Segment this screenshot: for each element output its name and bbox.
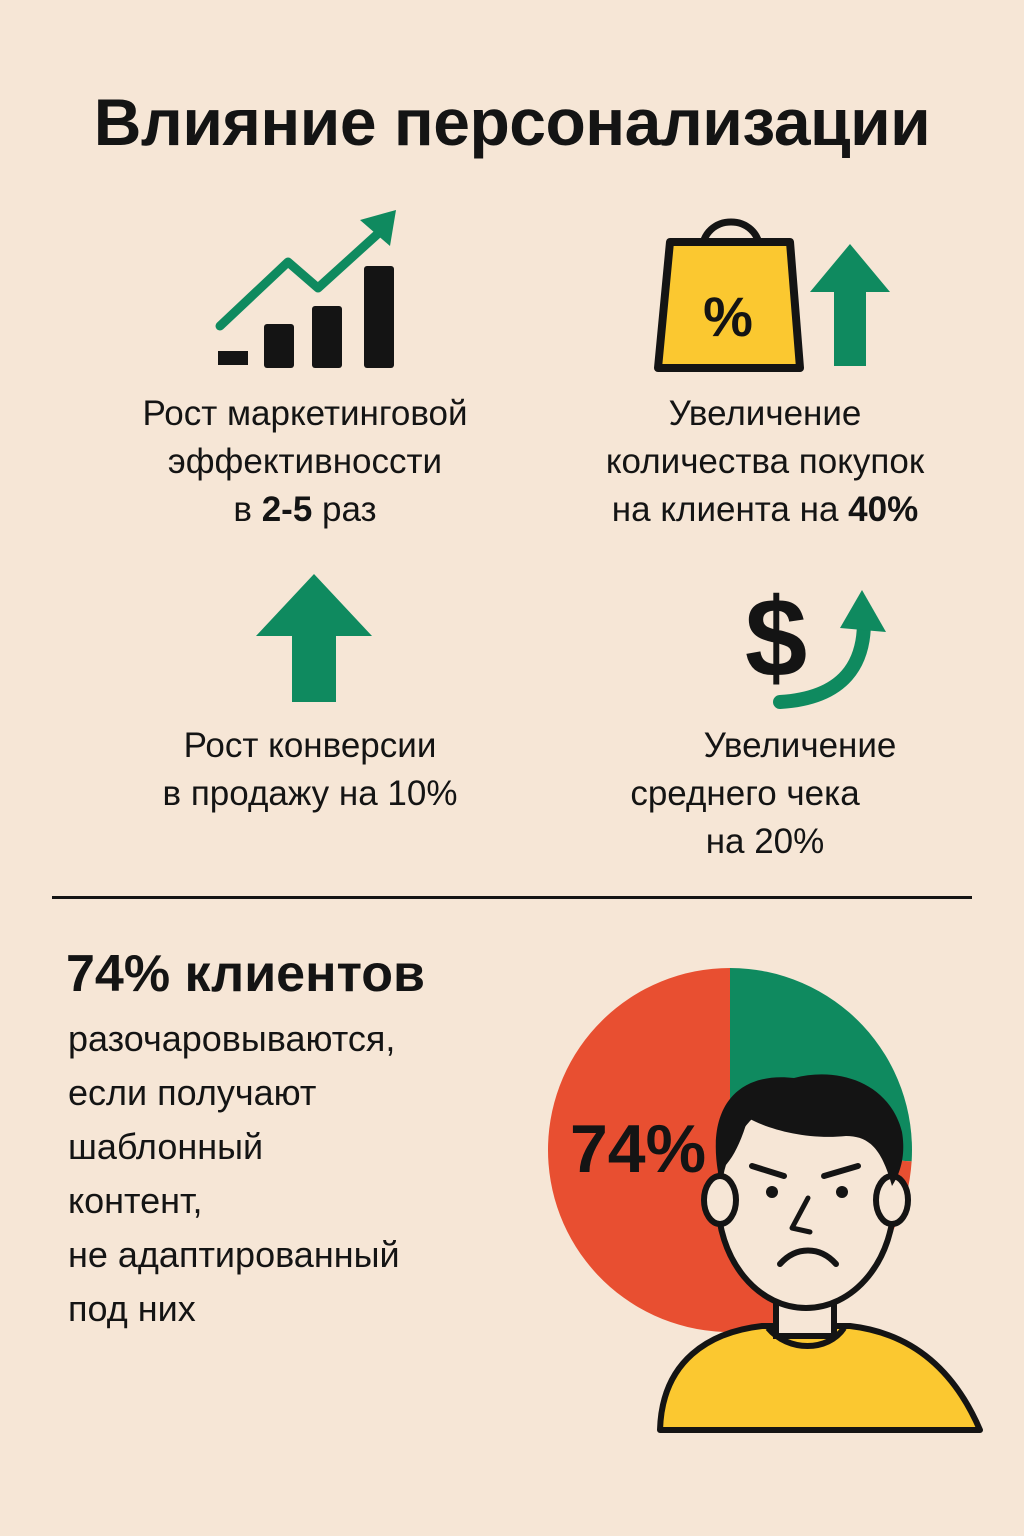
benefit-conversion-line-1: Рост конверсии (183, 726, 437, 765)
shopping-bag-percent-icon: % (654, 218, 804, 372)
dollar-growth-icon: $ (745, 575, 886, 709)
stat-headline: 74% клиентов (66, 945, 426, 1003)
benefit-purchases-line-2: количества покупок (605, 442, 925, 481)
svg-text:%: % (703, 285, 753, 348)
benefit-marketing-line-3: в 2-5 раз (233, 490, 377, 529)
benefit-purchases-line-1: Увеличение (668, 394, 862, 433)
benefit-average-check-line-3: на 20% (705, 822, 825, 861)
benefit-marketing-line-1: Рост маркетинговой (142, 394, 468, 433)
benefit-conversion: Рост конверсии в продажу на 10% (70, 722, 550, 818)
stat-body-line: не адаптированный (68, 1234, 400, 1275)
pie-chart: 74% (548, 968, 983, 1433)
benefit-marketing: Рост маркетинговой эффективноссти в 2-5 … (70, 390, 540, 534)
benefit-conversion-line-2: в продажу на 10% (162, 774, 458, 813)
stat-body: разочаровываются, если получают шаблонны… (68, 1012, 400, 1336)
benefit-purchases-line-3: на клиента на 40% (611, 490, 919, 529)
pie-chart-container: 74% (540, 960, 1000, 1440)
svg-text:$: $ (745, 575, 807, 700)
growth-chart-icon (215, 210, 396, 368)
stat-body-line: разочаровываются, (68, 1018, 396, 1059)
pie-slice-label: 74% (570, 1111, 706, 1187)
benefit-average-check: Увеличение среднего чека на 20% (530, 722, 1024, 866)
benefit-average-check-line-2: среднего чека (630, 774, 860, 813)
benefit-average-check-line-1: Увеличение (703, 726, 897, 765)
sad-person-illustration (657, 1074, 983, 1433)
page-title: Влияние персонализации (93, 85, 931, 159)
up-arrow-icon (256, 574, 372, 702)
stat-body-line: контент, (68, 1180, 203, 1221)
stat-body-line: если получают (68, 1072, 317, 1113)
section-divider (52, 896, 972, 899)
benefit-purchases: Увеличение количества покупок на клиента… (530, 390, 1000, 534)
benefit-marketing-line-2: эффективноссти (167, 442, 443, 481)
stat-body-line: шаблонный (68, 1126, 264, 1167)
stat-body-line: под них (68, 1288, 196, 1329)
up-arrow-icon (810, 244, 890, 366)
